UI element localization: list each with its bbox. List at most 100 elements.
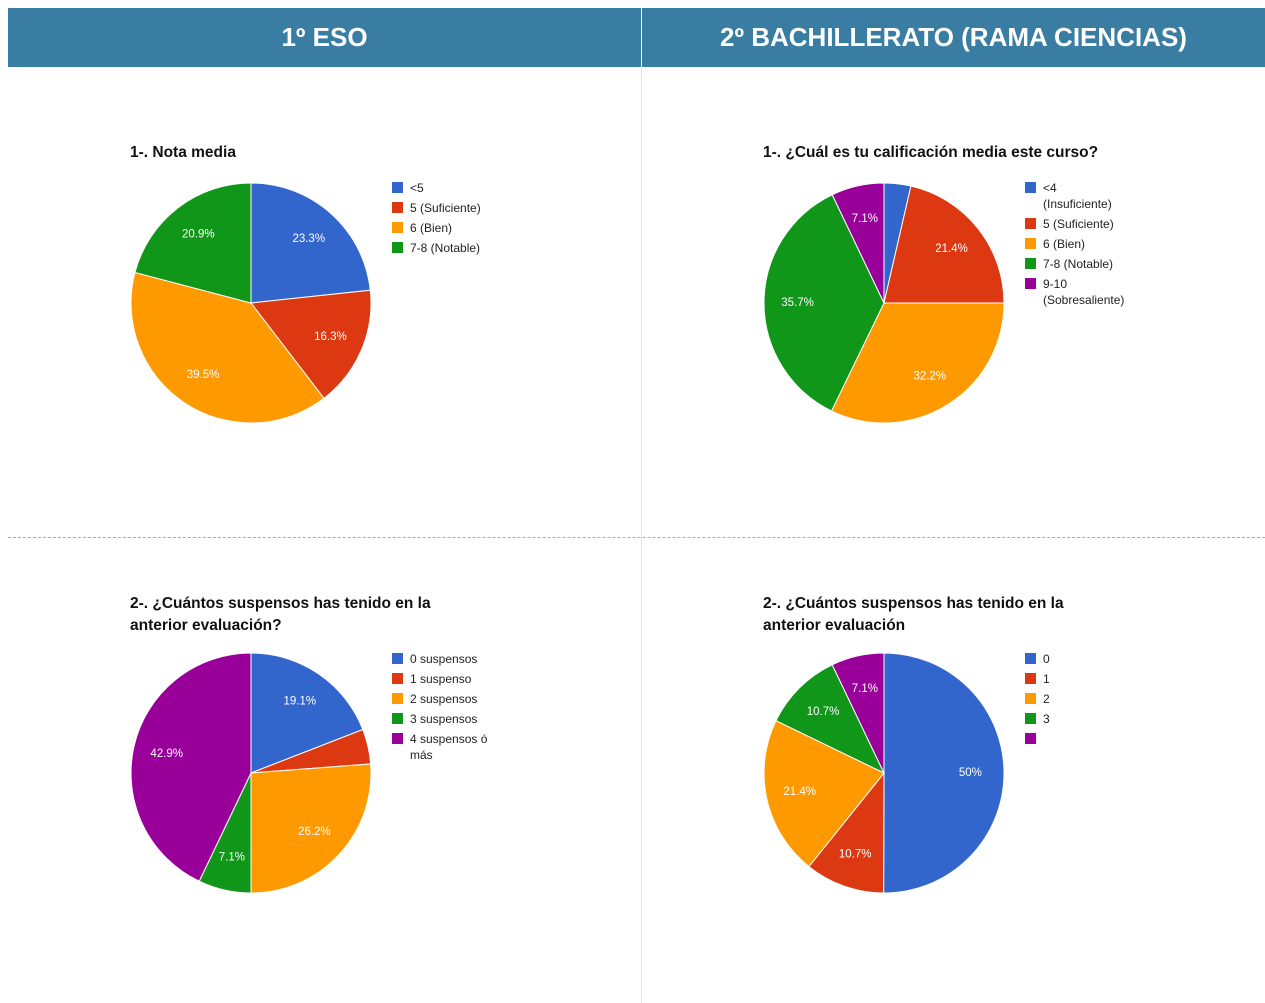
slice-label: 35.7% xyxy=(781,297,814,309)
legend-swatch xyxy=(1025,733,1036,744)
slice-label: 21.4% xyxy=(935,243,968,255)
slice-label: 50% xyxy=(959,767,982,779)
pie-slice xyxy=(831,652,885,774)
pie-slice xyxy=(831,182,885,304)
pie-slice xyxy=(808,771,885,894)
legend-item: 7-8 (Notable) xyxy=(392,240,492,256)
legend-swatch xyxy=(1025,653,1036,664)
legend-label: 6 (Bien) xyxy=(1043,237,1086,251)
legend-label: 5 (Suficiente) xyxy=(410,201,481,215)
legend-item: 0 suspensos xyxy=(392,651,492,667)
slice-label: 26.2% xyxy=(298,826,331,838)
legend-item: 1 xyxy=(1025,671,1125,687)
legend-swatch xyxy=(1025,182,1036,193)
legend-label: 3 suspensos xyxy=(410,712,478,726)
pie-slice xyxy=(250,652,364,774)
legend-swatch xyxy=(1025,238,1036,249)
legend-item: 4 suspensos ó más xyxy=(392,731,492,763)
slice-label: 16.3% xyxy=(314,331,347,343)
legend-item: <5 xyxy=(392,180,492,196)
legend-label: 4 suspensos ó más xyxy=(410,732,488,762)
pie-slice xyxy=(134,182,252,304)
legend-swatch xyxy=(392,713,403,724)
slice-label: 7.1% xyxy=(219,851,245,863)
legend-swatch xyxy=(392,673,403,684)
legend-swatch xyxy=(392,222,403,233)
chart-title: 1-. ¿Cuál es tu calificación media este … xyxy=(763,144,1099,161)
legend-item: 2 suspensos xyxy=(392,691,492,707)
header: 1º ESO xyxy=(8,8,641,67)
legend-swatch xyxy=(392,242,403,253)
pie-slice xyxy=(883,185,1005,304)
legend-label: 1 xyxy=(1043,672,1050,686)
slice-label: 23.3% xyxy=(292,233,325,245)
legend-item: 9-10 (Sobresaliente) xyxy=(1025,276,1125,308)
legend-item: 6 (Bien) xyxy=(1025,236,1125,252)
legend-label: 5 (Suficiente) xyxy=(1043,217,1114,231)
legend-swatch xyxy=(1025,218,1036,229)
legend-item: 1 suspenso xyxy=(392,671,492,687)
legend-swatch xyxy=(392,733,403,744)
legend-swatch xyxy=(1025,693,1036,704)
legend-label: 9-10 (Sobresaliente) xyxy=(1043,277,1125,307)
legend-swatch xyxy=(1025,258,1036,269)
legend-item xyxy=(1025,731,1125,744)
pie-slice xyxy=(763,194,885,412)
legend-item: 3 suspensos xyxy=(392,711,492,727)
pie-slice xyxy=(130,652,252,882)
pie-slice xyxy=(130,271,325,424)
legend: 0 1 2 3 xyxy=(1025,651,1125,748)
slice-label: 10.7% xyxy=(807,706,840,718)
legend-label: 0 xyxy=(1043,652,1050,666)
legend-label: 7-8 (Notable) xyxy=(410,241,481,255)
slice-label: 32.2% xyxy=(914,370,947,382)
legend: <4 (Insuficiente) 5 (Suficiente) 6 (Bien) 7… xyxy=(1025,180,1125,312)
legend-swatch xyxy=(1025,673,1036,684)
legend-label: 7-8 (Notable) xyxy=(1043,257,1114,271)
legend-item: 7-8 (Notable) xyxy=(1025,256,1125,272)
slice-label: 19.1% xyxy=(283,696,316,708)
slice-label: 10.7% xyxy=(839,848,872,860)
legend-item: 6 (Bien) xyxy=(392,220,492,236)
legend-label: 6 (Bien) xyxy=(410,221,453,235)
pie-slice xyxy=(250,763,372,894)
slice-label: 42.9% xyxy=(150,748,183,760)
slice-label: 39.5% xyxy=(187,369,220,381)
legend-item: 3 xyxy=(1025,711,1125,727)
chart-title: 2-. ¿Cuántos suspensos has tenido en la … xyxy=(130,595,431,634)
legend-label: <4 (Insuficiente) xyxy=(1043,181,1112,211)
pie-slice xyxy=(250,289,372,399)
slice-label: 7.1% xyxy=(852,683,878,695)
pie-slice xyxy=(883,652,1005,894)
chart-title: 2-. ¿Cuántos suspensos has tenido en la … xyxy=(763,595,1064,634)
legend-label: 0 suspensos xyxy=(410,652,478,666)
pie-slice xyxy=(775,664,886,775)
slice-label: 20.9% xyxy=(182,229,215,241)
legend-item: 0 xyxy=(1025,651,1125,667)
legend-swatch xyxy=(392,182,403,193)
pie-slice xyxy=(763,719,885,868)
legend-item: 5 (Suficiente) xyxy=(1025,216,1125,232)
legend-label: 3 xyxy=(1043,712,1050,726)
legend-swatch xyxy=(392,653,403,664)
legend-label: <5 xyxy=(410,181,424,195)
legend: <5 5 (Suficiente) 6 (Bien) 7-8 (Notable) xyxy=(392,180,492,260)
pie-slice xyxy=(830,302,1005,424)
legend-label: 2 suspensos xyxy=(410,692,478,706)
legend-item: 5 (Suficiente) xyxy=(392,200,492,216)
slice-label: 7.1% xyxy=(852,213,878,225)
legend: 0 suspensos 1 suspenso 2 suspensos 3 suspen… xyxy=(392,651,492,767)
legend-swatch xyxy=(392,693,403,704)
divider xyxy=(641,67,642,1003)
slice-label: 21.4% xyxy=(783,786,816,798)
header: 2º BACHILLERATO (RAMA CIENCIAS) xyxy=(642,8,1265,67)
legend-label: 1 suspenso xyxy=(410,672,472,686)
legend-swatch xyxy=(1025,278,1036,289)
chart-title: 1-. Nota media xyxy=(130,144,236,161)
legend-swatch xyxy=(1025,713,1036,724)
legend-item: <4 (Insuficiente) xyxy=(1025,180,1125,212)
legend-swatch xyxy=(392,202,403,213)
legend-label: 2 xyxy=(1043,692,1050,706)
